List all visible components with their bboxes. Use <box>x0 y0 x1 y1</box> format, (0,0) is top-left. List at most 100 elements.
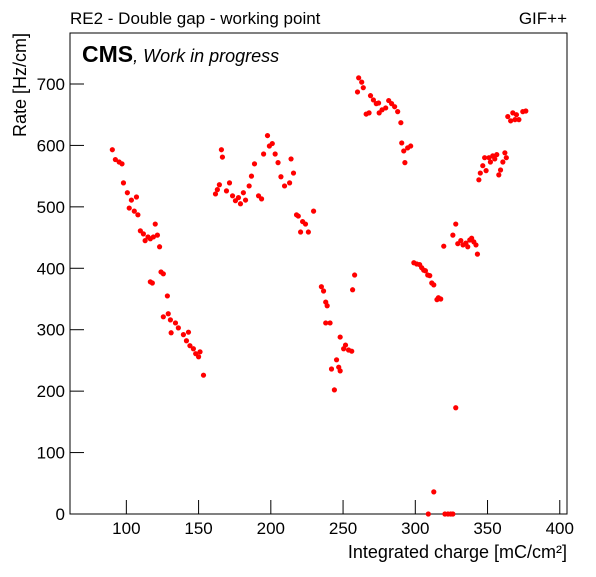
x-tick-label: 400 <box>546 519 574 538</box>
y-tick-label: 400 <box>37 259 65 278</box>
data-point <box>480 163 486 169</box>
data-point <box>465 244 471 250</box>
data-point <box>496 172 502 178</box>
data-point <box>482 155 488 161</box>
data-point <box>305 229 311 235</box>
data-point <box>453 405 459 411</box>
data-point <box>342 342 349 348</box>
data-point <box>156 244 163 250</box>
data-point <box>431 489 437 495</box>
plot-frame <box>69 32 568 515</box>
data-point <box>140 231 146 237</box>
x-axis-label: Integrated charge [mC/cm²] <box>348 542 567 562</box>
y-axis-label: Rate [Hz/cm] <box>10 33 30 137</box>
cms-italic: , Work in progress <box>133 46 279 66</box>
y-tick-label: 500 <box>37 198 65 217</box>
y-tick-label: 100 <box>37 444 65 463</box>
data-point <box>324 303 330 309</box>
data-point <box>477 170 483 176</box>
data-point <box>327 320 333 326</box>
data-point <box>503 155 509 161</box>
data-point <box>401 148 407 154</box>
data-point <box>476 177 482 183</box>
x-tick-label: 200 <box>257 519 285 538</box>
chart-title: RE2 - Double gap - working point <box>70 9 321 28</box>
data-point <box>508 118 514 124</box>
data-point <box>119 161 125 167</box>
cms-bold: CMS <box>82 41 133 67</box>
data-point <box>112 156 118 163</box>
data-point <box>349 348 355 354</box>
data-point <box>133 194 140 200</box>
data-point <box>287 180 293 186</box>
data-point <box>458 238 464 244</box>
data-point <box>226 180 233 186</box>
data-point <box>160 314 166 320</box>
data-point <box>376 100 382 106</box>
x-tick-label: 350 <box>473 519 501 538</box>
data-point <box>172 320 179 326</box>
data-point <box>229 193 236 199</box>
data-point <box>269 140 275 147</box>
data-point <box>187 343 193 349</box>
data-point <box>402 160 408 166</box>
data-point <box>395 109 401 115</box>
data-point <box>349 287 356 293</box>
data-point <box>131 208 137 214</box>
data-point <box>297 229 304 235</box>
y-tick-label: 300 <box>37 321 65 340</box>
y-tick-label: 200 <box>37 382 65 401</box>
data-point <box>246 183 252 189</box>
data-point <box>450 511 456 517</box>
data-point <box>258 196 265 202</box>
data-point <box>356 75 362 81</box>
data-point <box>149 280 155 286</box>
data-point <box>513 112 520 118</box>
x-tick-label: 100 <box>112 519 140 538</box>
data-point <box>492 156 498 162</box>
data-point <box>425 511 431 517</box>
data-point <box>453 221 459 227</box>
data-point <box>359 79 365 85</box>
data-point <box>218 147 225 153</box>
data-point <box>288 156 294 162</box>
data-point <box>333 357 340 363</box>
data-point <box>120 180 127 186</box>
data-point <box>502 150 508 156</box>
data-point <box>441 243 447 249</box>
data-point <box>237 201 244 207</box>
data-point <box>323 320 329 326</box>
x-tick-label: 250 <box>329 519 357 538</box>
data-point <box>516 117 522 123</box>
data-point <box>408 143 414 149</box>
data-point <box>235 195 242 201</box>
data-point <box>290 170 297 176</box>
data-point <box>264 132 271 139</box>
data-point <box>248 173 255 179</box>
data-point <box>302 221 309 227</box>
data-point <box>165 311 171 317</box>
data-point <box>128 197 135 203</box>
data-point <box>494 152 500 158</box>
data-point <box>450 232 456 238</box>
data-point <box>500 159 506 165</box>
data-point <box>180 332 187 338</box>
data-point <box>164 293 170 299</box>
data-point <box>392 104 398 110</box>
chart-title-right: GIF++ <box>519 9 567 28</box>
data-point <box>197 349 203 355</box>
data-point <box>328 366 335 372</box>
data-point <box>135 212 141 218</box>
data-point <box>366 110 372 116</box>
data-point <box>474 251 481 257</box>
data-point <box>216 182 222 188</box>
cms-label: CMS, Work in progress <box>82 41 279 67</box>
data-point <box>154 232 161 238</box>
data-point <box>223 188 230 194</box>
data-point <box>483 168 489 174</box>
data-point <box>109 147 115 153</box>
data-point <box>427 273 433 279</box>
data-point <box>497 167 504 173</box>
data-point <box>383 105 389 111</box>
